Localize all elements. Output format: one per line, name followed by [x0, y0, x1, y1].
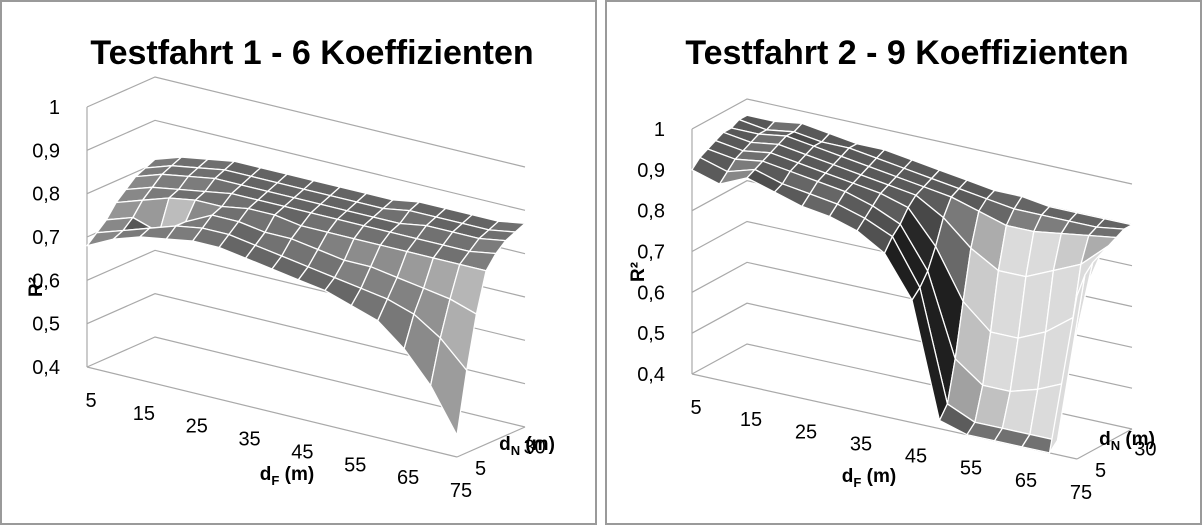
gridline: [86, 76, 526, 168]
x-tick-label: 55: [960, 458, 982, 480]
chart-panel-1: Testfahrt 1 - 6 Koeffizienten 0,4 0,5 0,6 0,…: [0, 0, 597, 525]
y-tick-label: 5: [1095, 460, 1106, 482]
x-axis-line: [86, 366, 458, 458]
y-axis-line: [1076, 428, 1133, 460]
x-tick-label: 75: [450, 480, 472, 502]
z-tick-label: 1: [49, 97, 60, 119]
chart-title: Testfahrt 1 - 6 Koeffizienten: [90, 34, 533, 72]
z-tick-label: 0,9: [637, 160, 665, 182]
x-axis-label: dF (m): [260, 464, 314, 488]
chart-title: Testfahrt 2 - 9 Koeffizienten: [685, 34, 1128, 72]
gridline: [86, 336, 526, 428]
z-tick-label: 0,6: [32, 270, 60, 292]
x-tick-label: 55: [344, 454, 366, 476]
gridline: [691, 98, 1133, 185]
x-tick-label: 45: [291, 441, 313, 463]
x-tick-label: 65: [1015, 470, 1037, 492]
x-tick-label: 75: [1070, 482, 1092, 504]
z-tick-label: 0,8: [637, 201, 665, 223]
x-tick-label: 35: [238, 429, 260, 451]
surface-chart-1: Testfahrt 1 - 6 Koeffizienten 0,4 0,5 0,6 0,…: [26, 34, 555, 502]
y-axis-label: dN (m): [1099, 429, 1155, 453]
surface-patch: [429, 337, 468, 436]
surface-patch: [1048, 274, 1086, 454]
z-tick-label: 0,4: [32, 357, 60, 379]
y-axis-label: dN (m): [499, 434, 555, 458]
x-tick-label: 45: [905, 446, 927, 468]
y-axis-line: [456, 426, 526, 458]
z-axis-label: R²: [628, 262, 649, 282]
z-tick-label: 0,8: [32, 184, 60, 206]
gridline: [86, 293, 526, 385]
axes: [86, 107, 526, 458]
z-tick-label: 0,7: [32, 227, 60, 249]
x-tick-label: 35: [850, 433, 872, 455]
chart-panel-2: Testfahrt 2 - 9 Koeffizienten 0,4 0,5 0,6 0,…: [605, 0, 1202, 525]
y-tick-label: 30: [1134, 439, 1156, 461]
surface: [86, 156, 526, 436]
y-tick-label: 5: [475, 458, 486, 480]
gridline: [86, 119, 526, 211]
x-tick-label: 5: [690, 397, 701, 419]
x-tick-label: 15: [740, 409, 762, 431]
z-tick-label: 0,5: [637, 323, 665, 345]
z-tick-label: 0,6: [637, 282, 665, 304]
x-tick-label: 25: [186, 416, 208, 438]
x-tick-label: 5: [85, 390, 96, 412]
x-axis-label: dF (m): [842, 466, 896, 490]
x-tick-label: 65: [397, 467, 419, 489]
z-tick-label: 0,4: [637, 364, 665, 386]
x-tick-label: 15: [133, 403, 155, 425]
z-tick-label: 0,9: [32, 140, 60, 162]
x-tick-label: 25: [795, 421, 817, 443]
z-tick-label: 1: [654, 119, 665, 141]
surface-chart-2: Testfahrt 2 - 9 Koeffizienten 0,4 0,5 0,6 0,…: [628, 34, 1157, 504]
z-tick-label: 0,5: [32, 314, 60, 336]
surface: [691, 114, 1133, 454]
z-axis-label: R²: [26, 277, 47, 297]
y-tick-label: 30: [524, 437, 546, 459]
z-tick-label: 0,7: [637, 242, 665, 264]
